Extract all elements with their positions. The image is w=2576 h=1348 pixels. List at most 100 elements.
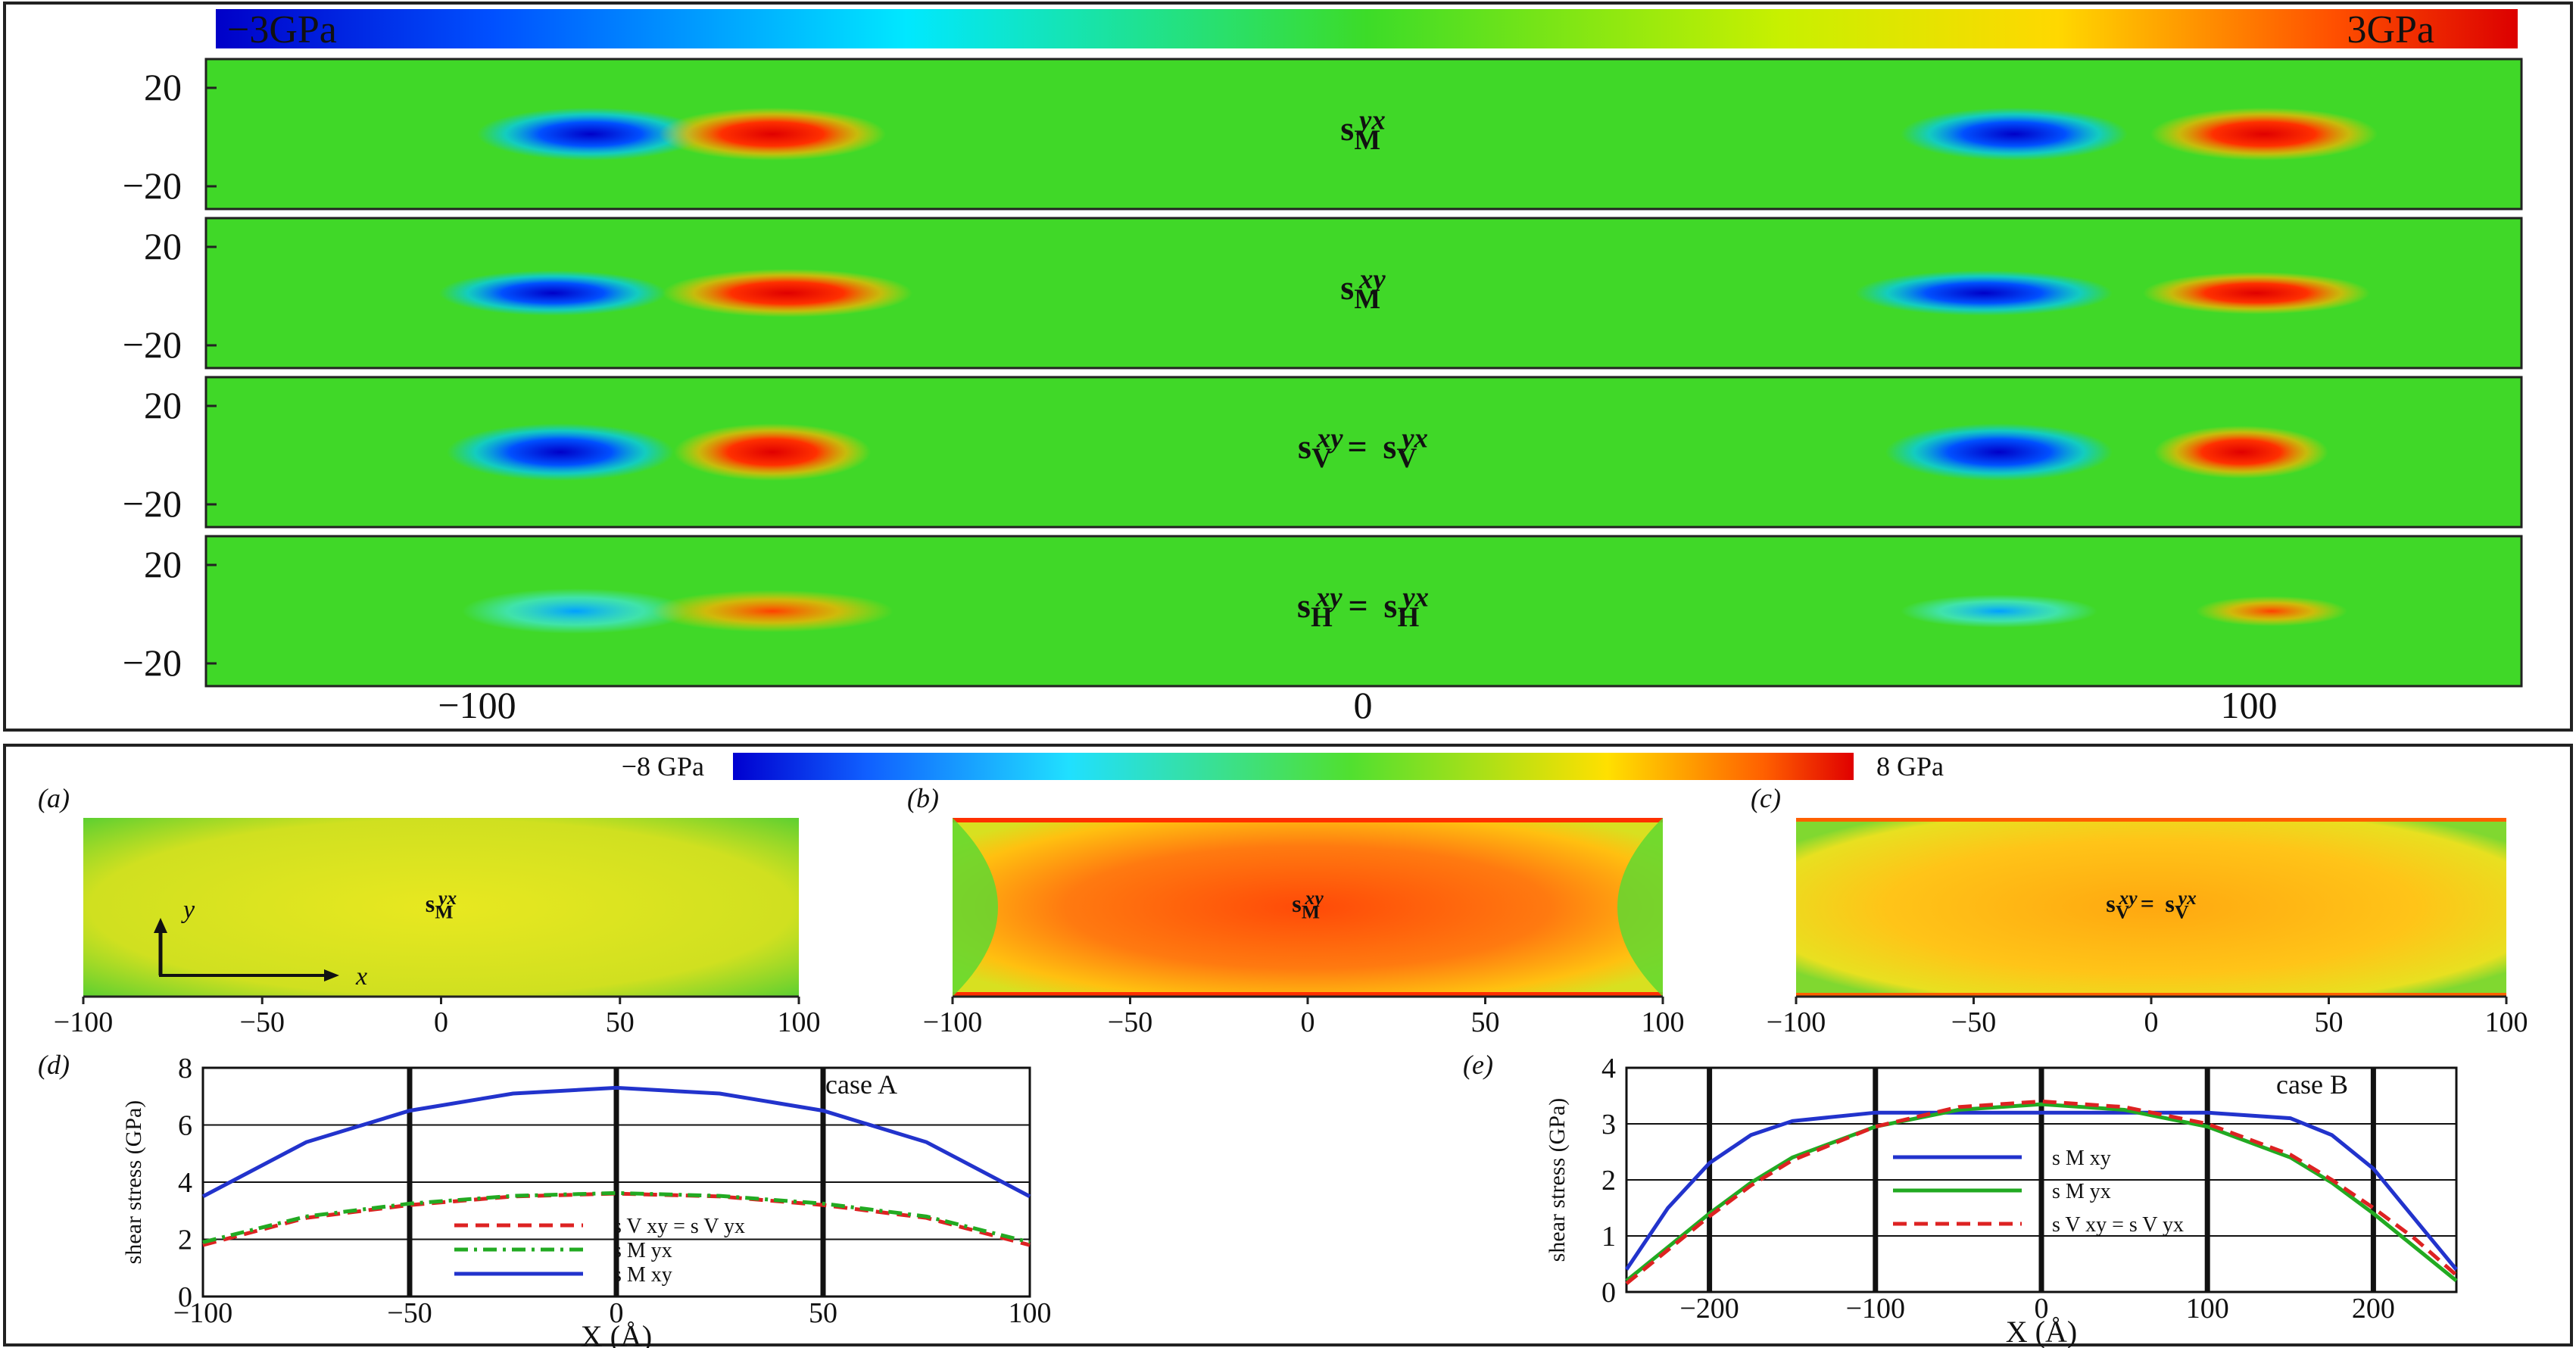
subscript: H: [1398, 601, 1420, 632]
y-axis-label: shear stress (GPa): [121, 1100, 146, 1265]
x-tick-label: 0: [434, 1006, 448, 1038]
legend-label: s M yx: [613, 1239, 672, 1262]
top-map-formula-2: s xy M: [1340, 263, 1386, 314]
x-tick-label: 100: [2221, 684, 2278, 726]
edge-band: [953, 992, 1663, 997]
series-line-3: [201, 1085, 1031, 1199]
bottom-map-formula-1: s yx M: [426, 887, 457, 923]
positive-stress-region: [2150, 108, 2378, 161]
negative-stress-region: [439, 270, 666, 316]
subscript: H: [1311, 601, 1333, 632]
series-line-2: [1625, 1102, 2458, 1283]
equals-sign: =: [2141, 890, 2154, 917]
y-tick-label: 4: [1601, 1053, 1616, 1084]
x-tick-label: −100: [438, 684, 516, 726]
x-tick-label: 100: [1009, 1297, 1052, 1329]
top-colorbar-min-label: −3GPa: [227, 8, 337, 51]
superscript: xy: [1305, 887, 1324, 909]
y-tick-label: 0: [1601, 1277, 1616, 1309]
top-map-panel-4: 20−20s xy H = s yx H: [123, 535, 2523, 688]
y-tick-label: 2: [1601, 1165, 1616, 1197]
positive-stress-region: [2154, 426, 2328, 479]
y-tick-label: 8: [178, 1053, 192, 1084]
chart-annotation: case B: [2276, 1069, 2348, 1100]
series-line-1: [1624, 1110, 2458, 1271]
superscript: yx: [1399, 581, 1429, 612]
bottom-colorbar-gradient: [733, 753, 1854, 780]
panel-tag: (a): [38, 783, 70, 813]
superscript: xy: [1358, 263, 1386, 294]
top-map-panel-3: 20−20s xy V = s yx V: [123, 376, 2523, 529]
y-tick-label: −20: [123, 323, 182, 366]
symbol: s: [2165, 890, 2174, 917]
x-tick-label: −50: [1108, 1006, 1152, 1038]
bottom-colorbar-max-label: 8 GPa: [1876, 751, 1944, 782]
symbol: s: [2106, 890, 2115, 917]
subscript: V: [2116, 900, 2130, 922]
y-tick-label: 6: [178, 1110, 192, 1142]
x-tick-label: 100: [778, 1006, 821, 1038]
symbol: s: [1383, 427, 1396, 466]
subscript: M: [435, 900, 453, 922]
x-tick-label: −100: [1767, 1006, 1826, 1038]
x-tick-label: 50: [606, 1006, 635, 1038]
map-background: [83, 818, 799, 997]
y-tick-label: 4: [178, 1167, 192, 1199]
map-background: [204, 535, 2523, 688]
negative-stress-region: [1885, 423, 2113, 481]
x-tick-label: −100: [173, 1297, 232, 1329]
superscript: yx: [436, 887, 457, 909]
bottom-figure-frame: [3, 744, 2573, 1346]
line-chart-2: (e) 0 1 2 3 4 −200 −100 0 100 200 X (Å) shear stress…: [1463, 1050, 2458, 1348]
x-tick-label: −100: [54, 1006, 113, 1038]
x-tick-label: −100: [923, 1006, 982, 1038]
y-axis-label: shear stress (GPa): [1545, 1098, 1570, 1262]
top-colorbar-max-label: 3GPa: [2347, 8, 2434, 51]
y-tick-label: −20: [123, 164, 182, 207]
symbol: s: [1340, 109, 1354, 148]
negative-stress-region: [1901, 108, 2128, 161]
y-tick-label: 20: [144, 225, 182, 267]
panel-tag: (c): [1751, 783, 1781, 813]
positive-stress-region: [663, 269, 912, 317]
subscript: M: [1354, 124, 1380, 155]
y-arrow-head: [154, 918, 167, 933]
bottom-colorbar: −8 GPa 8 GPa: [622, 751, 1944, 782]
series-line-2: [202, 1190, 1031, 1244]
top-colorbar-gradient: [216, 9, 2518, 48]
y-tick-label: −20: [123, 641, 182, 684]
x-axis-label: X (Å): [2006, 1315, 2077, 1348]
positive-stress-region: [2196, 596, 2347, 626]
x-tick-label: −100: [1846, 1293, 1905, 1325]
x-tick-label: 50: [2315, 1006, 2344, 1038]
equals-sign: =: [1349, 586, 1368, 625]
equals-sign: =: [1347, 427, 1367, 466]
x-tick-label: 100: [2186, 1293, 2229, 1325]
x-tick-label: 50: [1471, 1006, 1500, 1038]
subscript: V: [1397, 442, 1417, 473]
superscript: yx: [2176, 887, 2197, 909]
x-tick-label: 0: [2035, 1293, 2049, 1325]
x-tick-label: 200: [2352, 1293, 2395, 1325]
top-stress-maps: 20−20s yx M20−20s xy M20−20s xy V = s yx V20−20s xy…: [123, 58, 2523, 726]
subscript: M: [1354, 283, 1380, 314]
negative-stress-region: [1855, 270, 2113, 316]
y-tick-label: 20: [144, 66, 182, 108]
legend-label: s M xy: [613, 1263, 672, 1287]
superscript: xy: [2118, 887, 2138, 909]
y-tick-label: 3: [1601, 1109, 1616, 1140]
x-tick-label: 0: [1354, 684, 1373, 726]
edge-region: [953, 818, 998, 997]
legend-label: s V xy = s V yx: [2052, 1213, 2184, 1237]
legend-label: s M xy: [2052, 1147, 2111, 1170]
superscript: yx: [1356, 104, 1386, 135]
x-tick-label: 0: [2144, 1006, 2159, 1038]
x-tick-label: −50: [387, 1297, 432, 1329]
